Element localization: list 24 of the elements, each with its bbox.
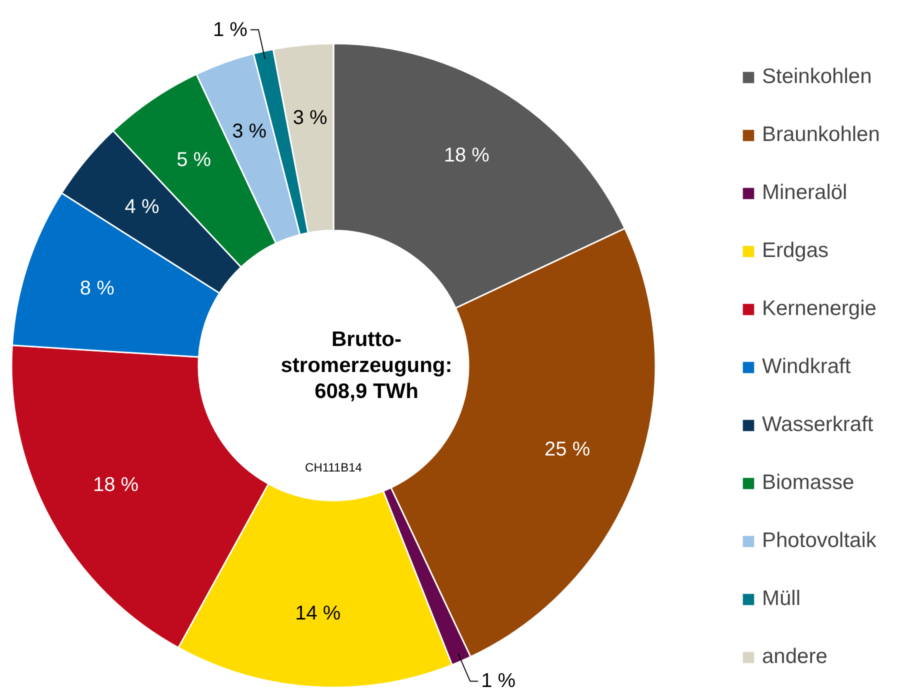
data-label: 8 % [80, 278, 115, 300]
legend-label: Windkraft [762, 355, 851, 379]
text: Brutto- stromerzeugung: 608,9 TWh [280, 328, 452, 403]
data-label: 25 % [544, 438, 590, 461]
data-label: 3 % [232, 120, 267, 143]
legend-label: Müll [762, 587, 801, 611]
legend-label: Steinkohlen [762, 65, 872, 89]
data-label: 1 % [212, 18, 248, 41]
data-label: 5 % [176, 148, 212, 171]
legend-label: Braunkohlen [762, 123, 880, 147]
data-label: 18 % [444, 144, 490, 167]
legend-label: andere [762, 645, 828, 669]
data-label: 3 % [292, 107, 328, 130]
legend-label: Mineralöl [762, 181, 848, 205]
legend-label: Photovoltaik [762, 529, 876, 553]
text: CH111B14 [305, 460, 362, 474]
data-label: 14 % [295, 602, 341, 625]
data-label: 1 % [481, 670, 516, 691]
data-label: 18 % [92, 474, 139, 496]
legend-label: Wasserkraft [762, 413, 874, 437]
data-label: 4 % [124, 196, 160, 218]
legend-label: Biomasse [762, 471, 854, 495]
legend-label: Kernenergie [762, 297, 876, 321]
legend-label: Erdgas [762, 239, 829, 263]
